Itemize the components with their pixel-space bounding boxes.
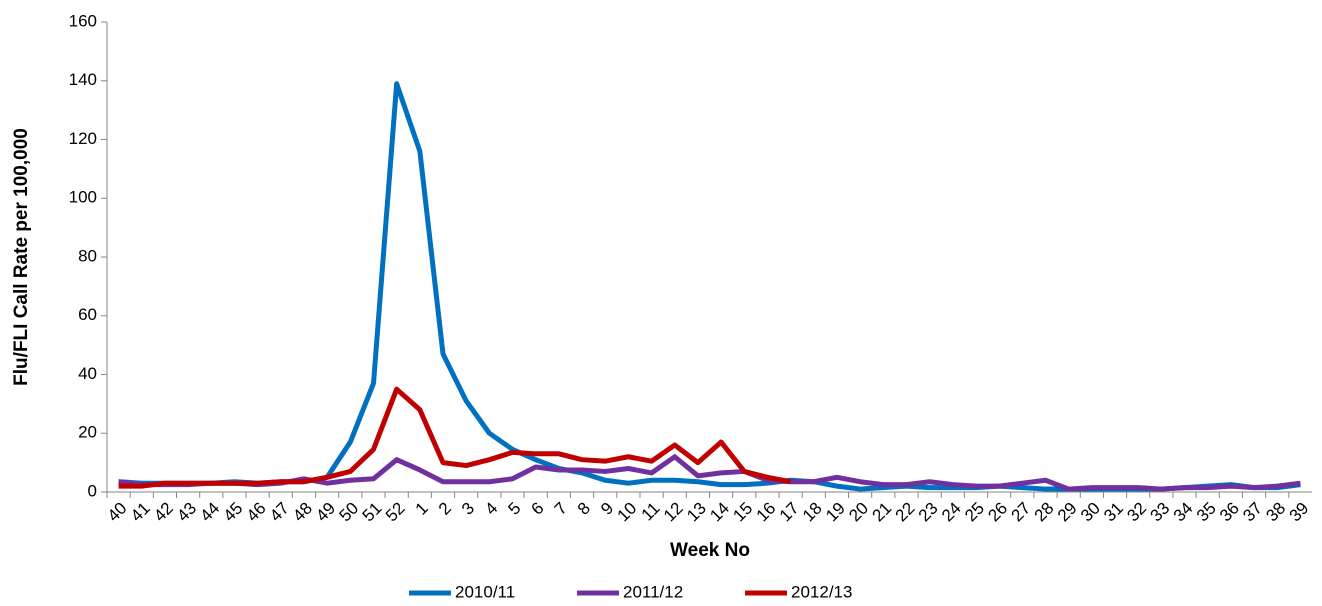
x-tick-label: 5 <box>504 499 524 519</box>
series-line <box>118 81 1301 492</box>
x-tick-label: 2 <box>435 499 455 519</box>
y-tick-label: 120 <box>69 129 97 148</box>
y-tick-label: 20 <box>78 423 97 442</box>
x-tick-label: 6 <box>528 499 548 519</box>
y-tick-label: 40 <box>78 364 97 383</box>
y-tick-label: 0 <box>88 481 97 500</box>
legend-label: 2011/12 <box>623 582 683 601</box>
series-line <box>118 386 792 489</box>
x-tick-label: 9 <box>597 499 617 519</box>
y-tick-label: 60 <box>78 305 97 324</box>
y-tick-label: 140 <box>69 70 97 89</box>
x-tick-label: 1 <box>412 499 432 519</box>
legend-label: 2010/11 <box>455 582 515 601</box>
x-tick-label: 52 <box>382 499 409 526</box>
x-axis-title: Week No <box>670 540 750 561</box>
x-tick-label: 39 <box>1286 499 1313 526</box>
x-tick-label: 4 <box>481 499 501 519</box>
y-axis-title: Flu/FLI Call Rate per 100,000 <box>11 128 32 386</box>
x-tick-label: 10 <box>614 499 641 526</box>
y-tick-label: 160 <box>69 11 97 30</box>
x-tick-label: 8 <box>574 499 594 519</box>
x-tick-label: 3 <box>458 499 478 519</box>
y-tick-label: 80 <box>78 246 97 265</box>
x-tick-label: 7 <box>551 499 571 519</box>
legend-label: 2012/13 <box>791 582 852 601</box>
y-tick-label: 100 <box>69 188 97 207</box>
